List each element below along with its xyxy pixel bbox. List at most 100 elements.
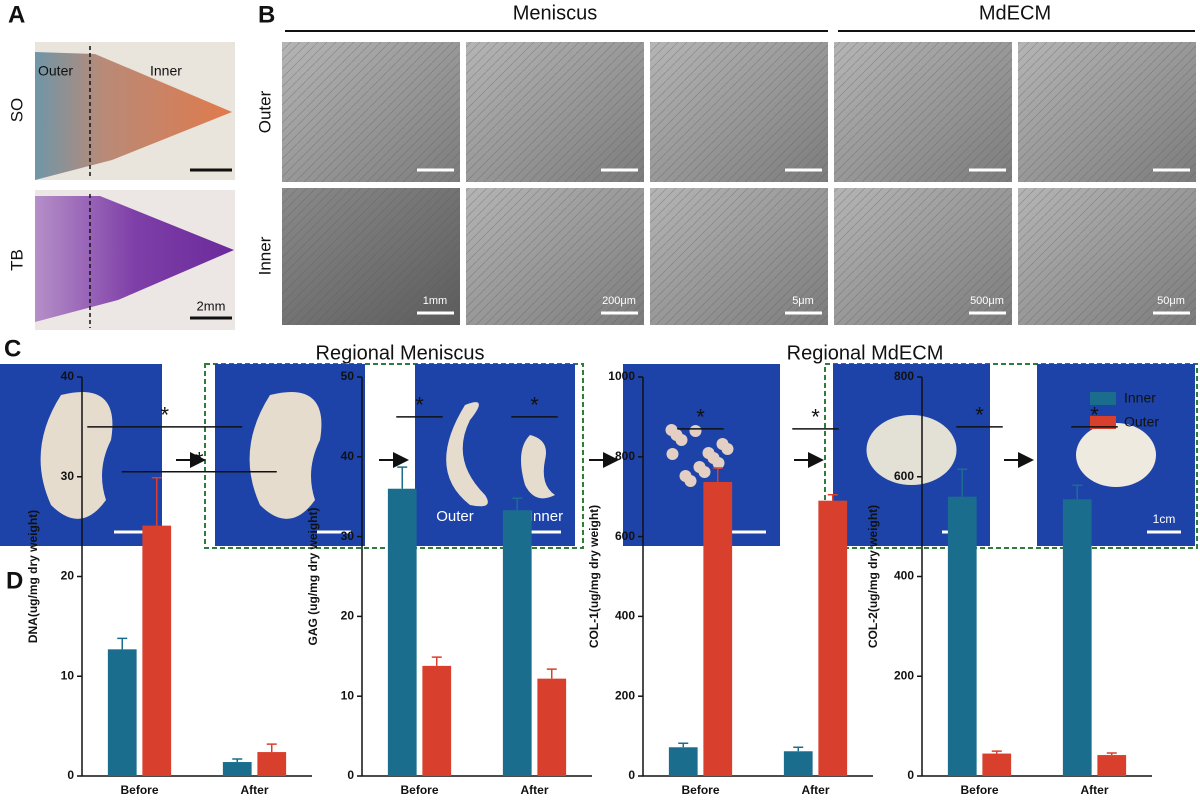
error-bar [1106,752,1117,756]
texture [834,42,1012,182]
panel-label: A [8,1,25,28]
y-axis-label: DNA(ug/mg dry weight) [26,510,40,643]
scale-label: 200μm [602,295,636,307]
error-bar [397,466,408,489]
y-tick-label: 30 [341,529,355,543]
photo [623,364,780,546]
group-header: MdECM [979,2,1051,24]
y-tick-label: 20 [61,569,75,583]
y-tick-label: 400 [615,609,635,623]
y-tick-label: 200 [615,688,635,702]
fragment [675,434,688,446]
significance-label: * [530,393,539,418]
meniscus [446,402,488,507]
texture [466,188,644,325]
bar [982,753,1012,776]
region-label: Outer [38,63,73,79]
region-label: Inner [150,63,182,79]
group-header: Regional Meniscus [316,342,485,364]
bar [703,481,733,776]
bar [257,752,287,776]
y-tick-label: 800 [894,369,914,383]
error-bar [431,656,442,666]
scale-label: 1cm [1153,512,1176,526]
error-bar [991,750,1002,754]
meniscus [40,392,113,519]
y-tick-label: 600 [894,469,914,483]
bar [783,751,813,776]
scale-label: 1mm [423,295,447,307]
tissue [35,52,232,180]
legend-label: Inner [1124,390,1156,406]
significance-label: * [811,405,820,430]
error-bar [232,758,243,763]
meniscus [521,435,555,499]
significance-label: * [1090,403,1099,428]
row-label: Inner [255,236,274,275]
fragment [698,466,711,478]
error-bar [1072,484,1083,500]
y-tick-label: 40 [341,449,355,463]
group-header: Meniscus [513,2,597,24]
significance-label: * [696,405,705,430]
y-tick-label: 0 [67,768,74,782]
y-tick-label: 400 [894,569,914,583]
error-bar [546,668,557,679]
tissue [35,196,234,322]
texture [1018,188,1196,325]
y-tick-label: 10 [61,668,75,682]
bar [537,678,567,776]
row-label: SO [7,98,26,123]
panel-b: Meniscus MdECM Outer Inner 1mm 200μm 5μm 50… [255,2,1196,325]
row-label: TB [7,249,26,271]
texture [1018,42,1196,182]
y-tick-label: 0 [347,768,354,782]
legend-swatch [1090,416,1116,429]
y-tick-label: 800 [615,449,635,463]
y-tick-label: 1000 [608,369,635,383]
y-axis-label: GAG (ug/mg dry weight) [306,508,320,646]
y-tick-label: 40 [61,369,75,383]
texture [834,188,1012,325]
error-bar [712,467,723,482]
powder [1076,423,1156,487]
y-axis-label: COL-2(ug/mg dry weight) [866,505,880,648]
texture [650,42,828,182]
fragment [684,475,697,487]
fragment [689,425,702,437]
x-tick-label: After [1080,783,1108,797]
y-tick-label: 0 [907,768,914,782]
group-header: Regional MdECM [787,342,944,364]
bar [387,488,417,776]
x-tick-label: After [801,783,829,797]
bar [1097,755,1127,776]
fragment [712,457,725,469]
y-tick-label: 10 [341,688,355,702]
scale-label: 50μm [1157,295,1185,307]
y-tick-label: 600 [615,529,635,543]
texture [466,42,644,182]
group-box [824,363,1198,549]
piece-label: Inner [529,508,563,525]
panel-a: Outer Inner 2mm SO TB [7,42,235,330]
bar [142,525,172,776]
error-bar [512,497,523,511]
x-tick-label: Before [681,783,719,797]
bar [107,649,137,776]
texture [650,188,828,325]
legend-swatch [1090,392,1116,405]
significance-label: * [415,393,424,418]
x-tick-label: Before [120,783,158,797]
powder [866,415,957,485]
texture [282,42,460,182]
bar [502,510,532,776]
row-label: Outer [255,90,274,133]
error-bar [678,742,689,748]
x-tick-label: After [240,783,268,797]
error-bar [827,493,838,501]
bar [1062,499,1092,776]
bar [668,747,698,776]
panel-label: B [258,1,275,28]
